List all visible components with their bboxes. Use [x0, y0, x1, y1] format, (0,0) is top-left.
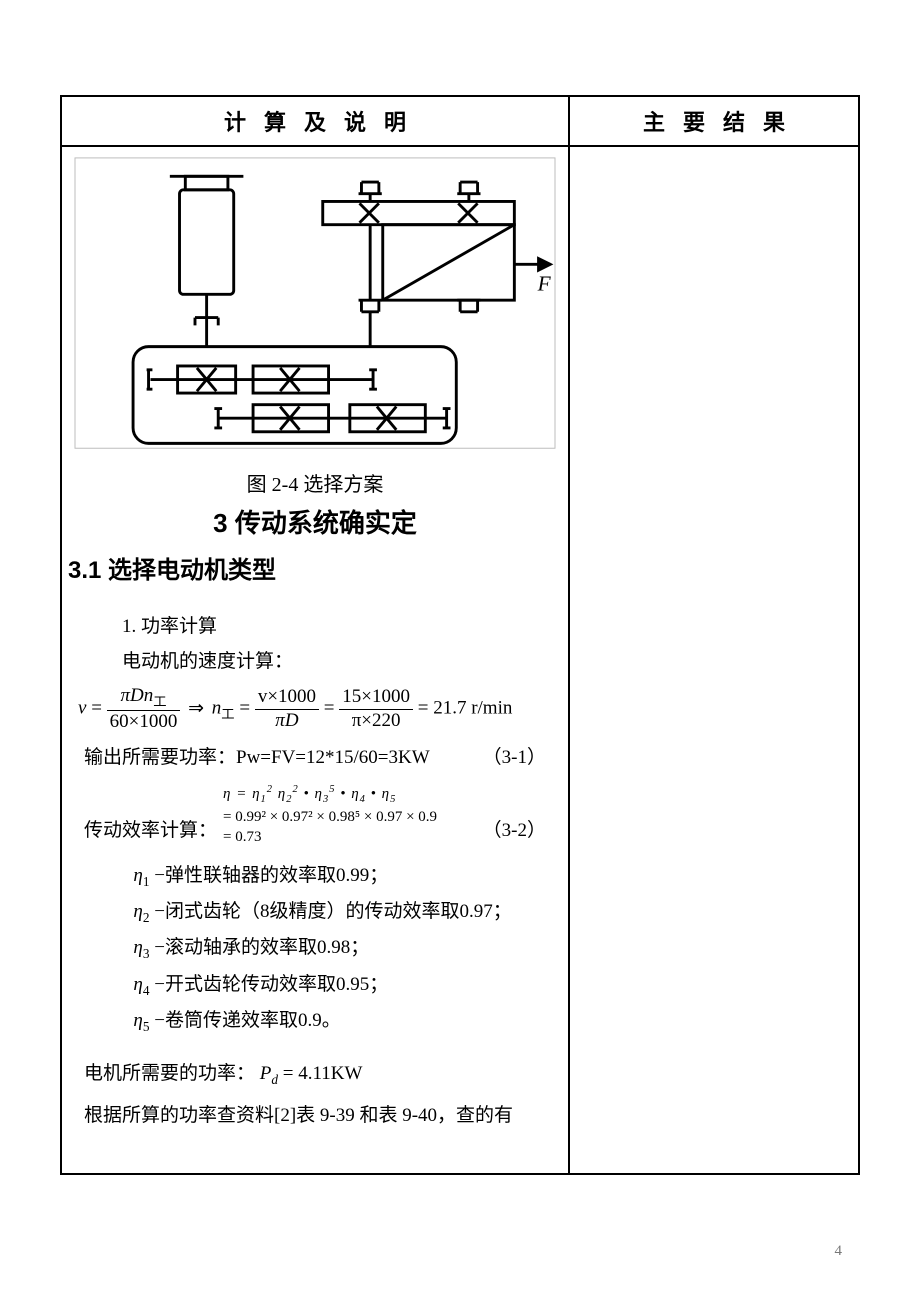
eta-desc-3: −滚动轴承的效率取0.98；	[154, 937, 369, 958]
item-1-label: 1. 功率计算	[84, 609, 546, 644]
pd-sym: P	[260, 1063, 272, 1084]
num1: πDn	[120, 685, 153, 706]
right-header: 主要结果	[570, 97, 858, 147]
diagram-svg: F	[70, 155, 560, 455]
n-formula: v = πDn工 60×1000 ⇒ n工 = v×1000 πD	[78, 685, 546, 734]
num1-sub: 工	[153, 694, 166, 709]
eta-line2: = 0.99² × 0.97² × 0.98⁵ × 0.97 × 0.9	[223, 807, 437, 827]
eq-3-1: （3-1）	[483, 740, 546, 775]
pd-val: = 4.11KW	[283, 1063, 363, 1084]
eta-desc-5: −卷筒传递效率取0.9。	[154, 1010, 340, 1031]
eta-desc-4: −开式齿轮传动效率取0.95；	[154, 974, 388, 995]
content-block: 1. 功率计算 电动机的速度计算： v = πDn工 60×1000 ⇒ n工 …	[62, 609, 568, 1133]
right-column: 主要结果	[570, 97, 858, 1173]
v-sym: v	[78, 698, 86, 719]
eta-sym-5: η	[133, 1010, 142, 1031]
mechanism-diagram: F	[62, 147, 568, 460]
eta-sym-4: η	[133, 974, 142, 995]
eta-sym-3: η	[133, 937, 142, 958]
lookup-line: 根据所算的功率查资料[2]表 9-39 和表 9-40，查的有	[84, 1098, 546, 1133]
eta-sub-1: 1	[143, 873, 150, 888]
left-header: 计算及说明	[62, 97, 568, 147]
eta-sym-1: η	[133, 865, 142, 886]
right-body	[570, 147, 858, 1173]
output-power-line: 输出所需要功率：Pw=FV=12*15/60=3KW （3-1）	[84, 740, 546, 775]
num2: v×1000	[255, 686, 319, 710]
page-frame: 计算及说明	[60, 95, 860, 1175]
output-power-text: 输出所需要功率：Pw=FV=12*15/60=3KW	[84, 747, 430, 768]
eta-sym-2: η	[133, 901, 142, 922]
section-3-title: 3 传动系统确实定	[62, 503, 568, 540]
eta-desc-2: −闭式齿轮（8级精度）的传动效率取0.97；	[154, 901, 511, 922]
den1: 60×1000	[107, 711, 181, 734]
den2: πD	[255, 710, 319, 733]
eta-sub-4: 4	[143, 983, 150, 998]
left-body: F 图 2-4 选择方案 3 传动系统确实定 3.1 选择电动机类型 1. 功率…	[62, 147, 568, 1173]
left-column: 计算及说明	[62, 97, 570, 1173]
motor-power-line: 电机所需要的功率： Pd = 4.11KW	[84, 1056, 546, 1092]
arrow-label: F	[537, 271, 552, 295]
n-result: 21.7 r/min	[433, 698, 512, 719]
n-sub: 工	[221, 707, 234, 722]
den3: π×220	[339, 710, 413, 733]
trans-eff-label: 传动效率计算：	[84, 813, 217, 848]
page-number: 4	[835, 1243, 843, 1260]
eta-desc-1: −弹性联轴器的效率取0.99；	[154, 865, 388, 886]
eta-sub-3: 3	[143, 946, 150, 961]
motor-power-label: 电机所需要的功率：	[84, 1063, 255, 1084]
figure-caption: 图 2-4 选择方案	[62, 468, 568, 497]
eta-sub-5: 5	[143, 1019, 150, 1034]
pd-sub: d	[271, 1071, 278, 1086]
motor-speed-label: 电动机的速度计算：	[84, 644, 546, 679]
arrow-sym: ⇒	[185, 698, 207, 719]
eta-list: η1 −弹性联轴器的效率取0.99； η2 −闭式齿轮（8级精度）的传动效率取0…	[133, 858, 546, 1040]
eq-3-2: （3-2）	[483, 813, 546, 848]
num3: 15×1000	[339, 686, 413, 710]
eta-sub-2: 2	[143, 910, 150, 925]
eta-line3: = 0.73	[223, 829, 261, 845]
subsection-3-1-title: 3.1 选择电动机类型	[68, 550, 568, 585]
